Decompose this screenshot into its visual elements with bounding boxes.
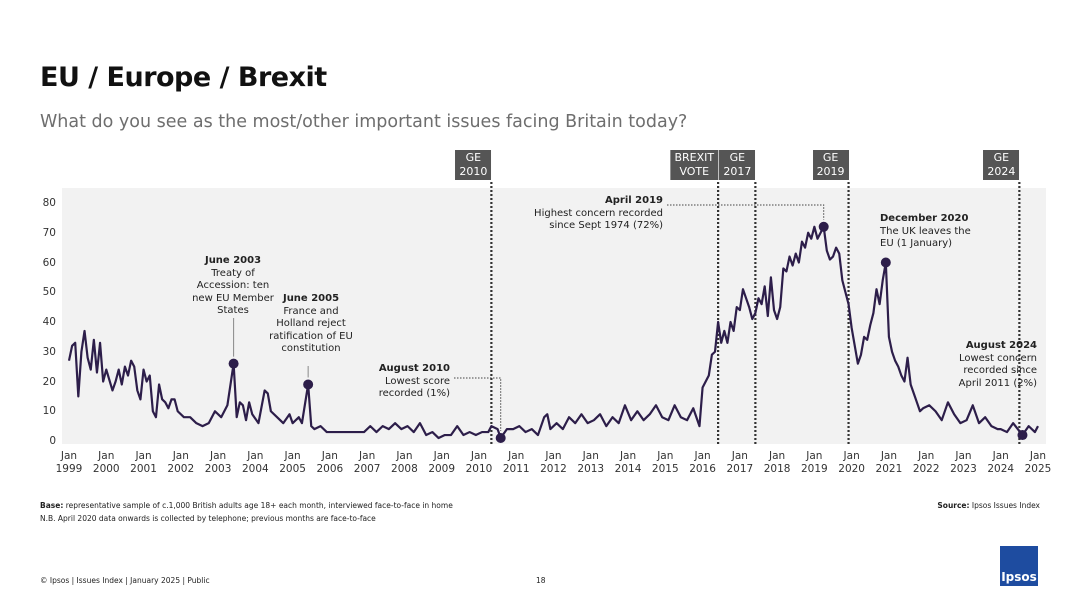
x-tick-label: Jan 2008 (391, 450, 418, 475)
x-tick-label: Jan 2014 (614, 450, 642, 475)
annotation-text: The UK leaves the EU (1 January) (880, 225, 971, 250)
annotation-text: Lowest concern recorded since April 2011… (958, 352, 1037, 389)
annotation-title: April 2019 (605, 195, 663, 206)
event-label: BREXIT VOTE (670, 150, 719, 180)
x-tick-label: Jan 2017 (726, 450, 754, 475)
x-tick-label: Jan 2009 (428, 450, 456, 475)
copyright: © Ipsos | Issues Index | January 2025 | … (40, 576, 210, 585)
x-tick-label: Jan 2016 (689, 450, 716, 475)
annotation-title: June 2005 (282, 293, 340, 304)
x-tick-label: Jan 2004 (241, 450, 269, 475)
y-tick-label: 40 (42, 316, 56, 328)
chart-subtitle: What do you see as the most/other import… (40, 112, 688, 132)
annotation: December 2020 The UK leaves the EU (1 Jan… (880, 213, 972, 251)
annotation: June 2003 Treaty of Accession: ten new EU… (192, 255, 274, 318)
x-tick-label: Jan 2011 (502, 450, 530, 475)
annotation-text: Lowest score recorded (1%) (378, 375, 450, 400)
data-line (67, 225, 1039, 440)
y-tick-label: 70 (42, 226, 56, 239)
annotation-title: August 2024 (965, 340, 1037, 351)
annotation-text: France and Holland reject ratification o… (269, 305, 353, 355)
x-tick-label: Jan 2010 (465, 450, 493, 475)
y-tick-label: 30 (42, 345, 56, 358)
x-tick-label: Jan 2000 (92, 450, 120, 475)
x-tick-label: Jan 2003 (204, 450, 232, 475)
x-tick-label: Jan 2019 (801, 450, 828, 475)
source-text: Ipsos Issues Index (971, 501, 1040, 510)
annotation-text: Highest concern recorded since Sept 1974… (534, 207, 663, 232)
x-tick-label: Jan 2023 (950, 450, 977, 475)
y-tick-label: 80 (42, 197, 56, 209)
x-tick-label: Jan 2024 (987, 450, 1015, 475)
annotation-point (880, 257, 891, 268)
x-tick-label: Jan 2006 (316, 450, 344, 475)
y-tick-label: 0 (49, 435, 56, 447)
y-tick-label: 10 (42, 405, 56, 418)
annotation: August 2010 Lowest score recorded (1%) (370, 363, 450, 401)
annotation-title: June 2003 (204, 255, 262, 266)
base-label: Base: (40, 501, 64, 510)
x-tick-label: Jan 2013 (577, 450, 605, 475)
x-tick-label: Jan 2007 (353, 450, 381, 475)
annotation-point (495, 433, 506, 444)
x-tick-label: Jan 2002 (167, 450, 195, 475)
x-tick-label: Jan 2022 (912, 450, 940, 475)
annotation-point (818, 221, 829, 232)
y-tick-label: 20 (42, 375, 56, 388)
annotation-point (1017, 430, 1028, 441)
x-tick-label: Jan 2012 (540, 450, 567, 475)
x-tick-label: Jan 2020 (838, 450, 865, 475)
event-label: GE 2017 (719, 150, 756, 180)
event-label: GE 2024 (983, 150, 1020, 180)
annotation-connector (454, 377, 502, 432)
x-tick-label: Jan 2025 (1024, 450, 1052, 475)
base-note: Base: representative sample of c.1,000 B… (40, 501, 453, 510)
event-label: GE 2019 (812, 150, 849, 180)
annotation-title: August 2010 (378, 363, 450, 374)
annotation: April 2019 Highest concern recorded since… (523, 195, 663, 233)
annotation-text: Treaty of Accession: ten new EU Member S… (192, 267, 274, 317)
page-number: 18 (536, 576, 546, 585)
plot-background (62, 188, 1046, 444)
annotation-point (303, 379, 314, 390)
y-tick-label: 60 (42, 256, 56, 269)
event-label: GE 2010 (455, 150, 492, 180)
annotation-title: December 2020 (880, 213, 969, 224)
x-tick-label: Jan 2015 (651, 450, 679, 475)
base-text: representative sample of c.1,000 British… (65, 501, 453, 510)
x-tick-label: Jan 2001 (130, 450, 157, 475)
annotation: August 2024 Lowest concern recorded since… (942, 340, 1037, 390)
annotation-point (228, 358, 239, 369)
source-label: Source: (937, 501, 970, 510)
x-tick-label: Jan 1999 (55, 450, 83, 475)
chart-title: EU / Europe / Brexit (40, 62, 327, 93)
logo: Ipsos (1000, 546, 1038, 586)
source-note: Source: Ipsos Issues Index (937, 501, 1040, 510)
x-tick-label: Jan 2005 (279, 450, 306, 475)
x-tick-label: Jan 2018 (763, 450, 791, 475)
annotation: June 2005 France and Holland reject ratif… (266, 293, 356, 356)
x-tick-label: Jan 2021 (875, 450, 903, 475)
method-note: N.B. April 2020 data onwards is collecte… (40, 514, 376, 523)
annotation-connector (667, 204, 825, 220)
y-tick-label: 50 (42, 286, 56, 299)
